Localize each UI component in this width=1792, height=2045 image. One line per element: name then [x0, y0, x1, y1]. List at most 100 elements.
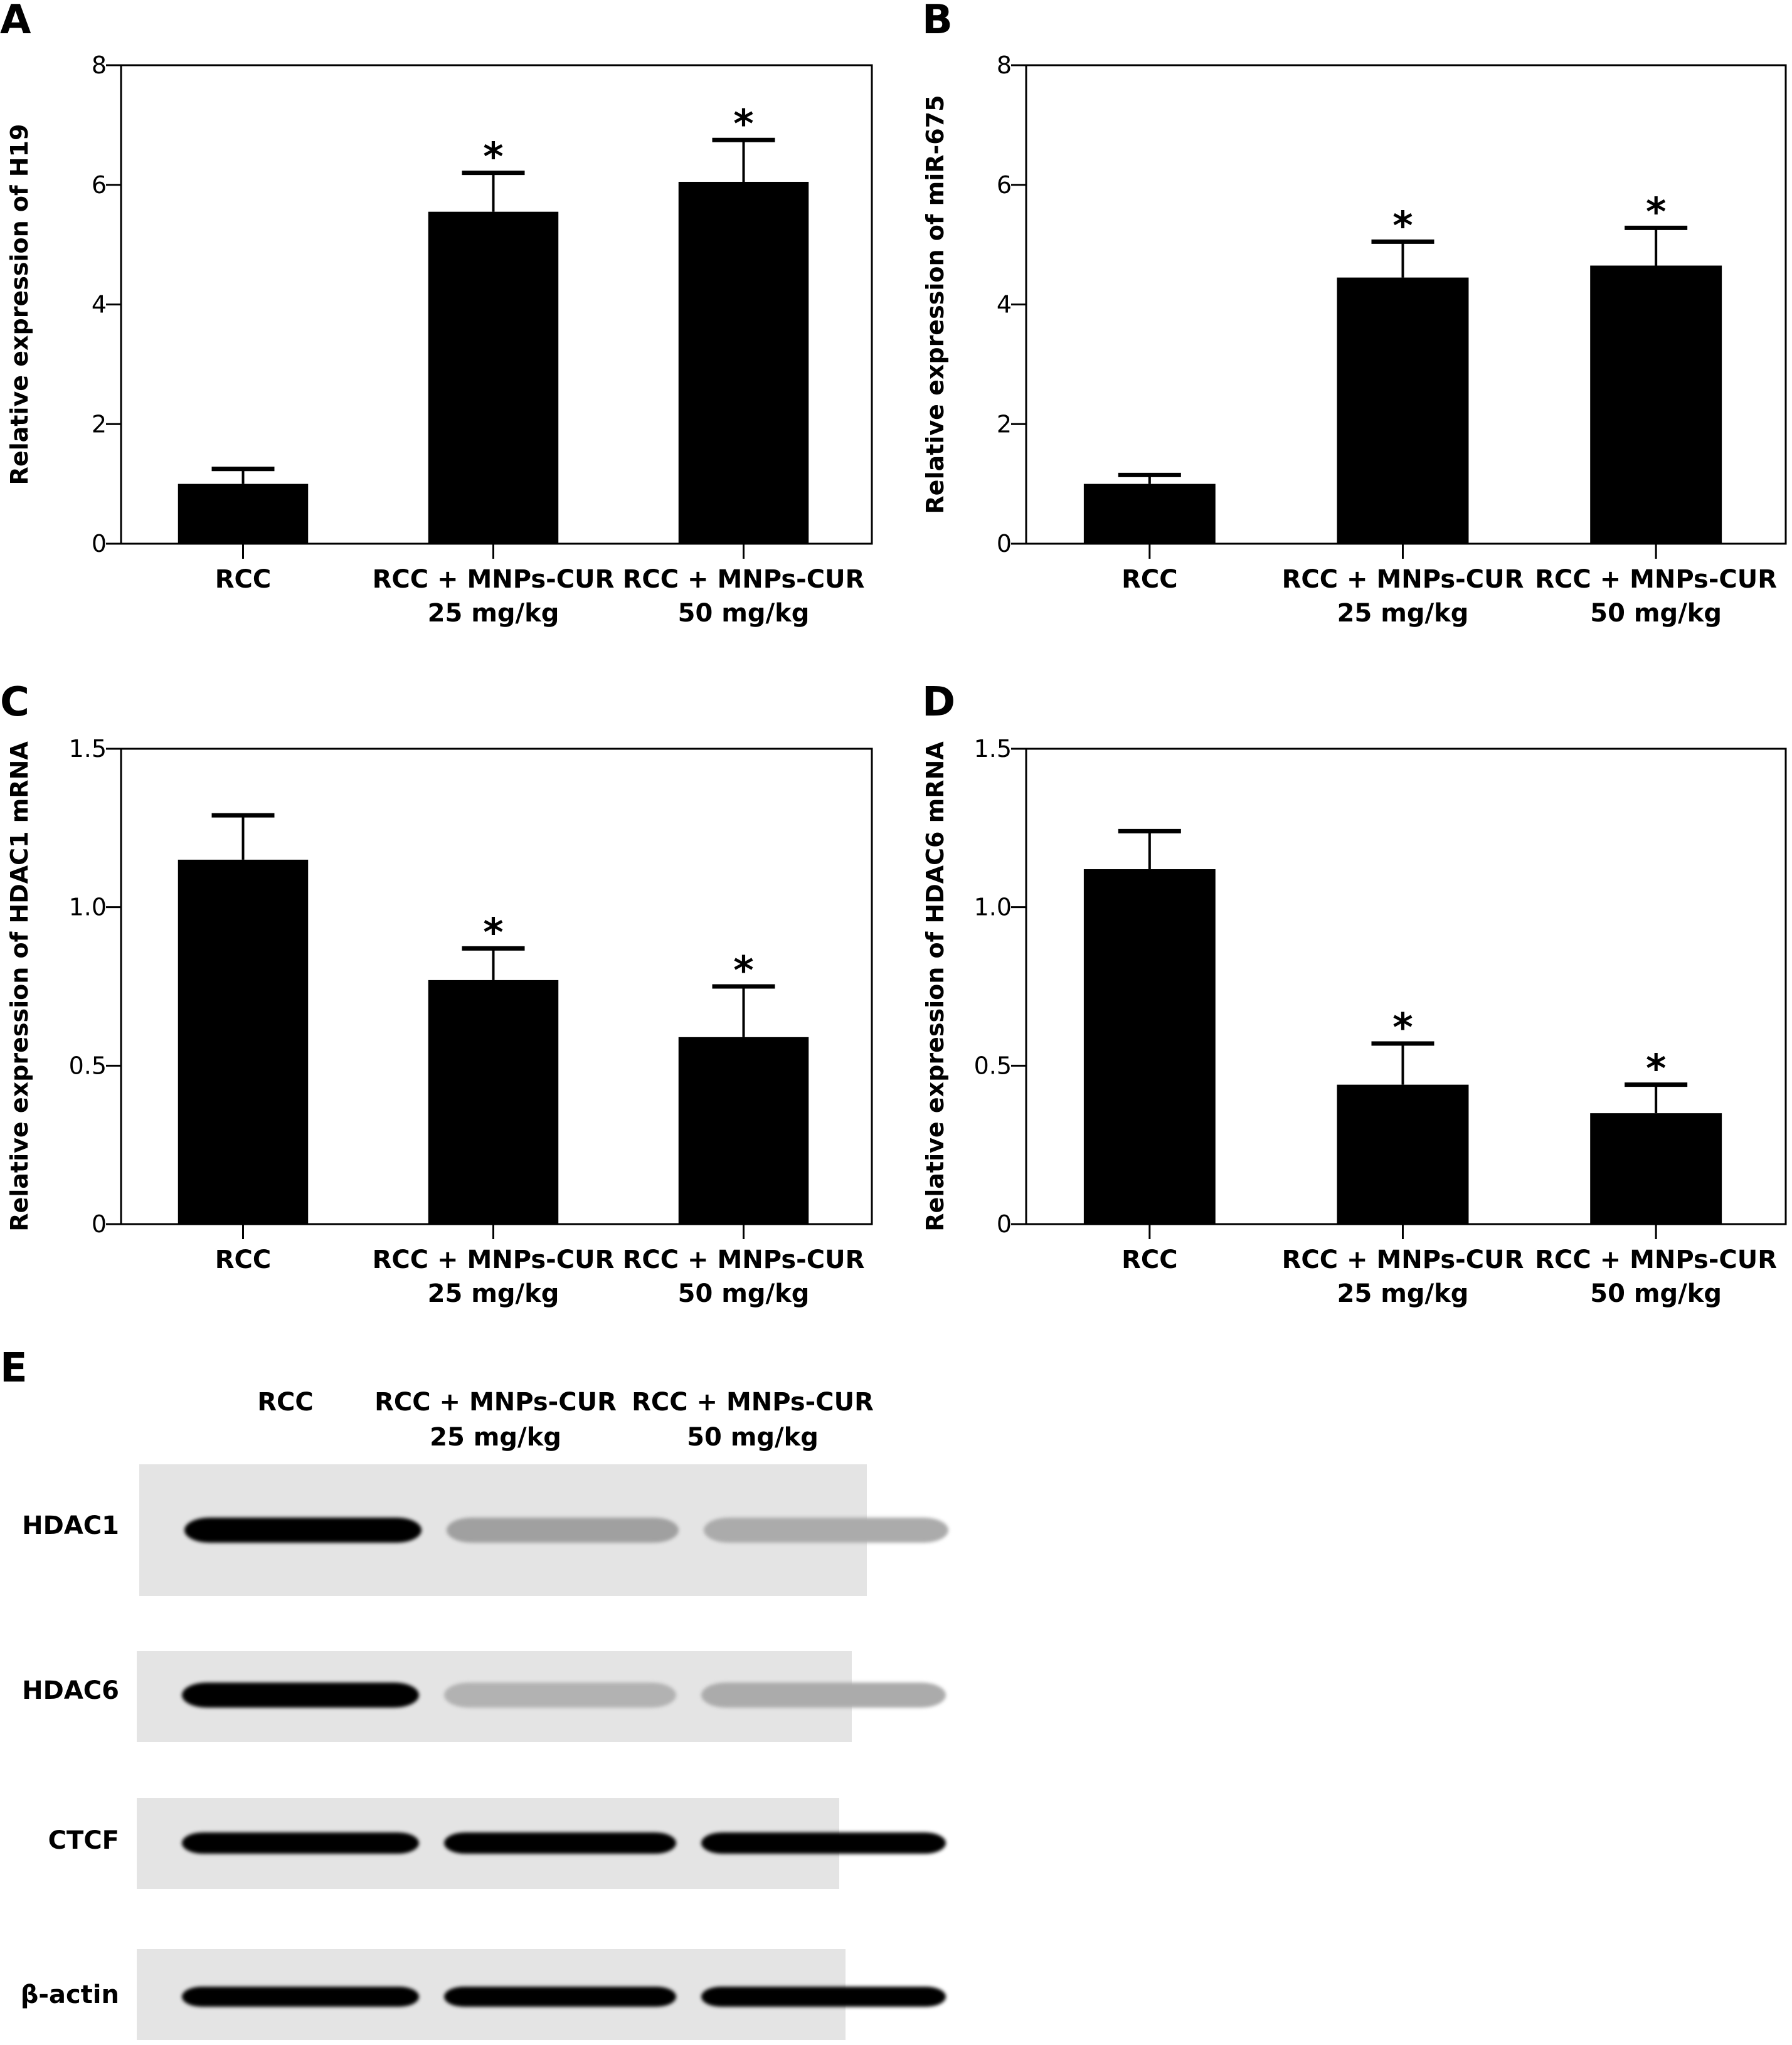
y-tick-label: 2: [997, 410, 1012, 438]
y-tick-label: 0: [997, 530, 1012, 557]
x-tick-label: 25 mg/kg: [428, 599, 559, 628]
significance-marker: *: [1392, 1005, 1413, 1050]
x-tick-label: 50 mg/kg: [1590, 599, 1722, 628]
blot-row-label: β-actin: [20, 1980, 119, 2009]
y-tick-label: 8: [92, 51, 107, 79]
y-tick-label: 2: [92, 410, 107, 438]
blot-band: [182, 1987, 419, 2007]
x-tick-label: 50 mg/kg: [1590, 1279, 1722, 1308]
x-tick-label: RCC + MNPs-CUR: [623, 1245, 865, 1274]
y-tick-label: 1.0: [69, 894, 107, 921]
blot-band: [184, 1518, 421, 1543]
blot-band: [182, 1683, 419, 1708]
blot-band: [704, 1518, 948, 1543]
bar: [428, 980, 559, 1224]
y-tick-label: 0.5: [974, 1052, 1012, 1079]
blot-band: [182, 1832, 419, 1854]
panel-letter-a: A: [0, 0, 31, 43]
blot-row-label: HDAC1: [22, 1511, 119, 1540]
x-tick-label: RCC + MNPs-CUR: [373, 565, 615, 594]
y-axis-label: Relative expression of HDAC6 mRNA: [921, 741, 949, 1232]
significance-marker: *: [1646, 1046, 1666, 1092]
blot-row-label: CTCF: [48, 1826, 119, 1855]
y-tick-label: 0.5: [69, 1052, 107, 1079]
y-tick-label: 8: [997, 51, 1012, 79]
x-tick-label: RCC: [215, 565, 272, 594]
x-tick-label: 50 mg/kg: [678, 1279, 810, 1308]
y-tick-label: 1.5: [69, 735, 107, 763]
panel-letter-d: D: [922, 679, 956, 726]
blot-lane-header-25: RCC + MNPs-CUR 25 mg/kg: [364, 1385, 627, 1455]
significance-marker: *: [1646, 189, 1666, 235]
blot-membrane: [137, 1651, 946, 1742]
y-tick-label: 4: [997, 291, 1012, 319]
blot-band: [444, 1832, 676, 1854]
y-tick-label: 1.0: [974, 894, 1012, 921]
blot-band: [701, 1987, 946, 2007]
y-axis-label: Relative expression of HDAC1 mRNA: [6, 741, 33, 1232]
x-tick-label: RCC + MNPs-CUR: [1535, 565, 1777, 594]
lane-label-line1: RCC: [257, 1388, 314, 1417]
y-tick-label: 0: [997, 1210, 1012, 1238]
lane-label-line2: 25 mg/kg: [430, 1423, 561, 1452]
bar: [678, 181, 809, 544]
blot-band: [447, 1518, 679, 1543]
bar: [1083, 484, 1216, 544]
bar: [1590, 1113, 1722, 1224]
blot-membrane: [137, 1949, 946, 2040]
y-tick-label: 1.5: [974, 735, 1012, 763]
y-tick-label: 0: [92, 1210, 107, 1238]
x-tick-label: 25 mg/kg: [428, 1279, 559, 1308]
x-tick-label: 50 mg/kg: [678, 599, 810, 628]
x-tick-label: RCC + MNPs-CUR: [1282, 565, 1524, 594]
lane-label-line1: RCC + MNPs-CUR: [374, 1388, 617, 1417]
blot-band: [444, 1987, 676, 2007]
significance-marker: *: [733, 948, 753, 993]
bar: [178, 484, 309, 544]
significance-marker: *: [483, 909, 503, 955]
chart-panel-b: 0 2 4 6 8 Relative expression of miR-675 RCC * R…: [921, 51, 1787, 628]
blot-band: [701, 1832, 946, 1854]
bar: [1337, 277, 1469, 544]
chart-panel-c: 0 0.5 1.0 1.5 Relative expression of HDAC1 m…: [6, 735, 873, 1308]
blot-membrane: [139, 1464, 948, 1596]
bar: [1337, 1084, 1469, 1224]
lane-label-line1: RCC + MNPs-CUR: [632, 1388, 874, 1417]
y-tick-label: 4: [92, 291, 107, 319]
x-tick-label: 25 mg/kg: [1337, 599, 1469, 628]
x-tick-label: 25 mg/kg: [1337, 1279, 1469, 1308]
significance-marker: *: [483, 134, 503, 180]
x-tick-label: RCC: [1121, 1245, 1178, 1274]
y-tick-label: 6: [997, 171, 1012, 199]
x-tick-label: RCC + MNPs-CUR: [1535, 1245, 1777, 1274]
chart-panel-a: 0 2 4 6 8 Relative expression of H19 RCC * RCC +…: [6, 51, 873, 628]
blot-band: [444, 1683, 676, 1708]
significance-marker: *: [733, 101, 753, 147]
western-blot-panel: RCC RCC + MNPs-CUR 25 mg/kg RCC + MNPs-C…: [0, 1342, 948, 2045]
chart-panel-d: 0 0.5 1.0 1.5 Relative expression of HDAC6 m…: [921, 735, 1787, 1308]
y-axis-label: Relative expression of H19: [6, 124, 33, 485]
blot-lane-header-50: RCC + MNPs-CUR 50 mg/kg: [621, 1385, 884, 1455]
blot-band: [701, 1683, 946, 1708]
bar: [178, 859, 309, 1224]
panel-letter-b: B: [922, 0, 953, 43]
panel-letter-c: C: [0, 679, 29, 726]
x-tick-label: RCC: [1121, 565, 1178, 594]
x-tick-label: RCC + MNPs-CUR: [373, 1245, 615, 1274]
x-tick-label: RCC + MNPs-CUR: [623, 565, 865, 594]
bar: [428, 211, 559, 544]
blot-lane-header-rcc: RCC: [154, 1385, 417, 1420]
blot-row-label: HDAC6: [22, 1676, 119, 1705]
x-tick-label: RCC: [215, 1245, 272, 1274]
lane-label-line2: 50 mg/kg: [687, 1423, 819, 1452]
x-tick-label: RCC + MNPs-CUR: [1282, 1245, 1524, 1274]
significance-marker: *: [1392, 203, 1413, 248]
bar: [1590, 265, 1722, 544]
panel-letter-e: E: [0, 1345, 28, 1392]
blot-membrane: [137, 1798, 946, 1889]
y-tick-label: 0: [92, 530, 107, 557]
y-axis-label: Relative expression of miR-675: [921, 95, 949, 514]
bar: [678, 1037, 809, 1224]
y-tick-label: 6: [92, 171, 107, 199]
bar: [1083, 869, 1216, 1224]
